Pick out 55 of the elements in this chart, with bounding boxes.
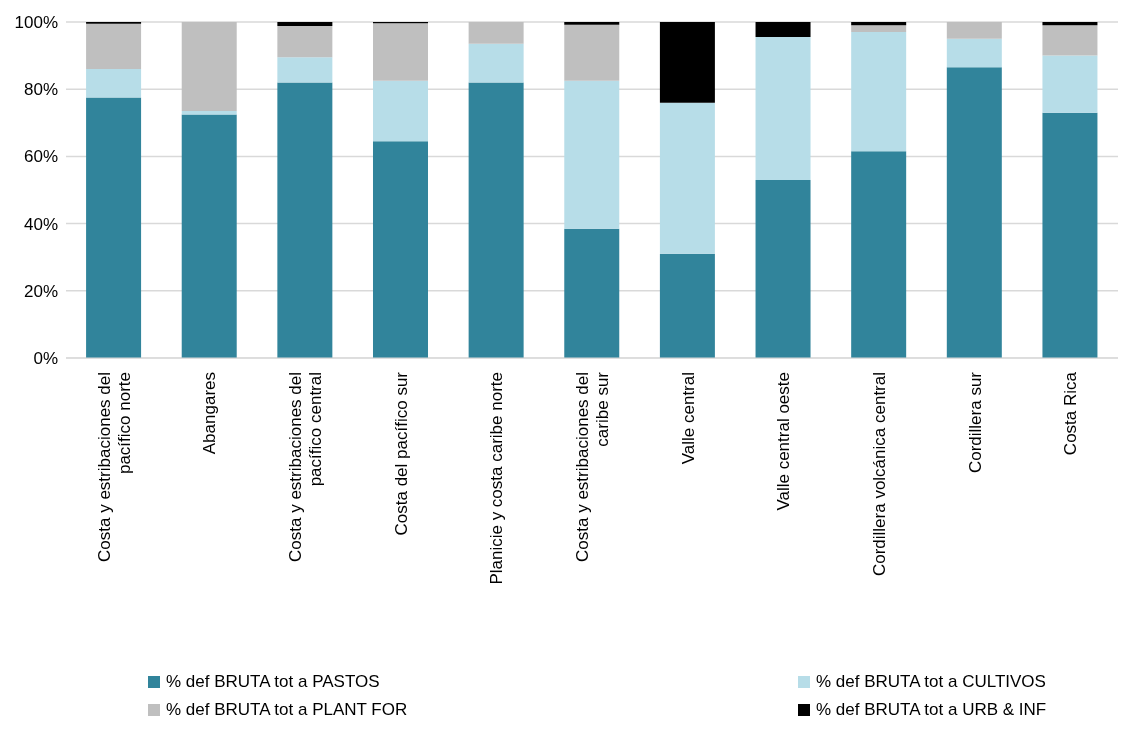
bar (1042, 25, 1098, 56)
legend-label: % def BRUTA tot a PLANT FOR (166, 700, 408, 720)
bar (86, 69, 142, 98)
bar (946, 67, 1002, 358)
x-tick-label: Costa y estribaciones del caribe sur (573, 371, 612, 562)
bar (851, 151, 907, 358)
bar (564, 24, 620, 81)
bar (277, 82, 333, 358)
bar (1042, 55, 1098, 113)
bar (851, 25, 907, 33)
y-tick-label: 40% (23, 214, 58, 234)
bar (372, 141, 428, 358)
bar (277, 22, 333, 27)
bar (755, 179, 811, 358)
bar (946, 38, 1002, 68)
y-tick-label: 80% (23, 80, 58, 100)
bar (946, 22, 1002, 39)
x-tick-label: Costa Rica (1061, 371, 1081, 456)
x-tick-label: Costa del pacífico sur (391, 371, 411, 536)
x-tick-label: Planicie y costa caribe norte (487, 372, 507, 585)
x-tick-label: Costa y estribaciones del pacífico central (286, 372, 326, 562)
legend-label: % def BRUTA tot a CULTIVOS (816, 672, 1046, 692)
bar (659, 22, 715, 103)
bar (564, 228, 620, 358)
bar (86, 23, 142, 70)
x-tick-label: Valle central (678, 372, 698, 465)
bar (755, 37, 811, 180)
bar (372, 80, 428, 142)
x-tick-label: Cordillera sur (965, 371, 985, 474)
x-tick-label: Valle central oeste (774, 372, 794, 511)
x-tick-label: Costa y estribaciones del pacífico norte (94, 372, 134, 562)
bar (468, 82, 524, 358)
bar (1042, 112, 1098, 358)
y-tick-label: 60% (23, 147, 58, 167)
bar (659, 102, 715, 254)
y-tick-label: 100% (14, 13, 58, 33)
bar (86, 97, 142, 358)
legend-label: % def BRUTA tot a PASTOS (166, 672, 380, 692)
bar (181, 114, 237, 358)
bar (277, 26, 333, 58)
bar (564, 22, 620, 25)
bar (372, 23, 428, 81)
bar (277, 57, 333, 83)
bar (468, 43, 524, 83)
y-tick-label: 0% (33, 349, 58, 369)
bar (755, 22, 811, 38)
bar (564, 80, 620, 229)
bar (851, 32, 907, 152)
x-tick-label: Abangares (200, 372, 220, 455)
bar (659, 253, 715, 358)
y-tick-label: 20% (23, 281, 58, 301)
legend-label: % def BRUTA tot a URB & INF (816, 700, 1047, 720)
bar (468, 22, 524, 44)
x-tick-label: Cordillera volcánica central (869, 372, 889, 577)
bar (181, 22, 237, 112)
